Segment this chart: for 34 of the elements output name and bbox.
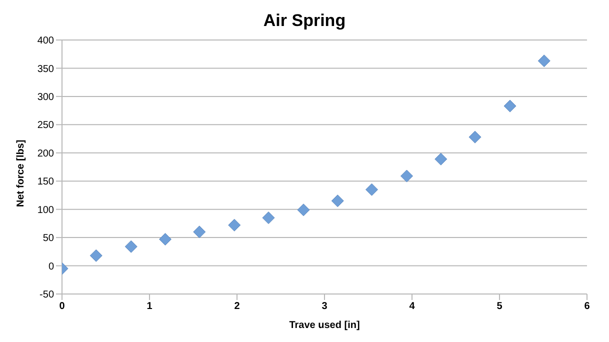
y-axis-title: Net force [lbs]: [16, 140, 27, 207]
x-tick-label: 2: [234, 301, 240, 312]
point: [400, 170, 413, 182]
y-tick-label: 350: [37, 64, 54, 75]
point: [366, 183, 378, 196]
y-tick-label: 50: [42, 233, 54, 244]
x-tick-label: 5: [496, 301, 503, 312]
point: [124, 240, 138, 253]
x-tick-label: 4: [409, 301, 416, 312]
point: [468, 130, 482, 144]
x-tick-label: 0: [59, 301, 66, 312]
point: [504, 100, 516, 112]
point: [159, 233, 172, 246]
point: [193, 226, 206, 238]
point: [434, 152, 448, 166]
point: [331, 194, 344, 208]
x-tick-label: 1: [146, 301, 153, 312]
y-tick-label: -50: [40, 290, 54, 301]
point: [538, 54, 550, 68]
point: [90, 249, 102, 262]
x-axis-title: Trave used [in]: [289, 320, 360, 331]
y-tick-label: 150: [37, 176, 54, 188]
point: [297, 204, 310, 216]
y-tick-label: 0: [48, 261, 54, 272]
chart-title: Air Spring: [262, 10, 347, 32]
y-tick-label: 400: [37, 36, 54, 47]
x-tick-label: 3: [322, 301, 328, 312]
x-tick-label: 6: [584, 301, 590, 312]
y-tick-label: 300: [37, 92, 54, 103]
y-tick-label: 200: [37, 148, 54, 160]
point: [228, 218, 241, 232]
y-tick-label: 100: [37, 204, 54, 216]
point: [262, 212, 275, 224]
y-tick-label: 250: [37, 120, 54, 132]
